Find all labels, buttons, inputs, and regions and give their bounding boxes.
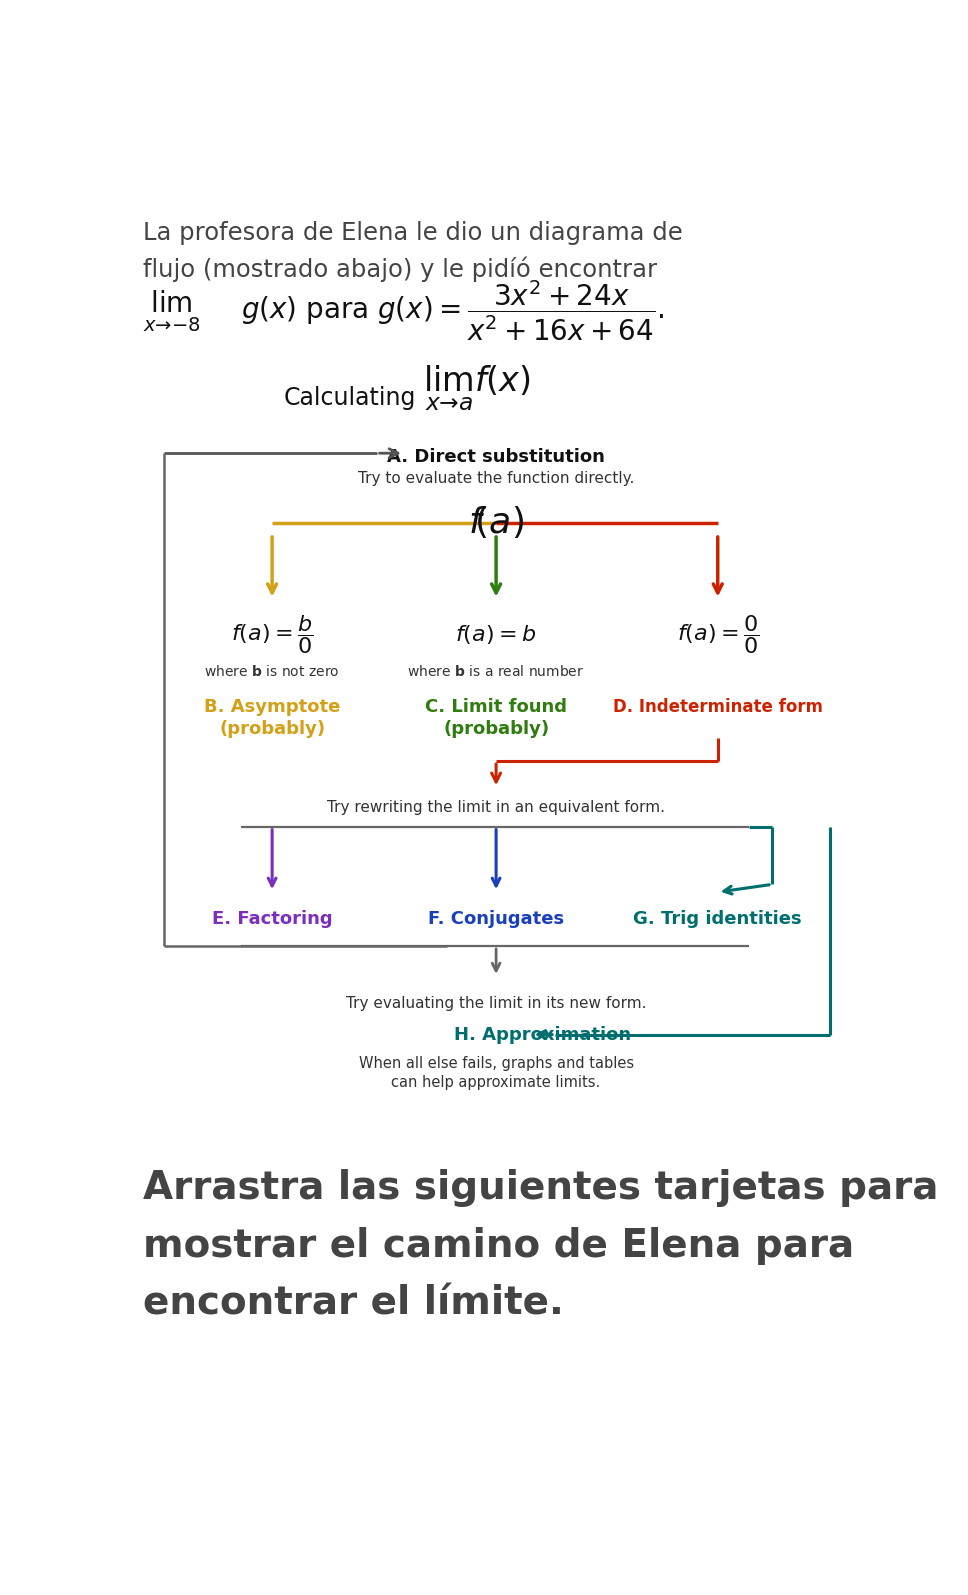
Text: Calculating: Calculating [284,386,416,410]
Text: $f\!\left(a\right)$: $f\!\left(a\right)$ [469,504,524,541]
Text: H. Approximation: H. Approximation [454,1026,631,1043]
Text: F. Conjugates: F. Conjugates [428,911,564,928]
Text: $\lim_{x\to -8}$: $\lim_{x\to -8}$ [142,287,200,333]
Text: where $\mathbf{b}$ is not zero: where $\mathbf{b}$ is not zero [204,664,340,678]
Text: La profesora de Elena le dio un diagrama de: La profesora de Elena le dio un diagrama… [142,220,682,244]
Text: G. Trig identities: G. Trig identities [633,911,802,928]
Text: When all else fails, graphs and tables: When all else fails, graphs and tables [358,1056,634,1072]
Text: encontrar el límite.: encontrar el límite. [142,1286,563,1322]
Text: A. Direct substitution: A. Direct substitution [387,448,605,466]
Text: $f(a) = \dfrac{b}{0}$: $f(a) = \dfrac{b}{0}$ [231,612,314,656]
Text: mostrar el camino de Elena para: mostrar el camino de Elena para [142,1227,854,1265]
Text: E. Factoring: E. Factoring [212,911,332,928]
Text: $\lim_{x\to a} f(x)$: $\lim_{x\to a} f(x)$ [423,364,531,413]
Text: where $\mathbf{b}$ is a real number: where $\mathbf{b}$ is a real number [408,664,585,678]
Text: $g(x)$ para $g(x) = \dfrac{3x^2+24x}{x^2+16x+64}.$: $g(x)$ para $g(x) = \dfrac{3x^2+24x}{x^2… [241,279,665,343]
Text: Arrastra las siguientes tarjetas para: Arrastra las siguientes tarjetas para [142,1169,938,1207]
Text: Try to evaluate the function directly.: Try to evaluate the function directly. [358,471,634,486]
Text: (probably): (probably) [219,719,325,738]
Text: $f(a) = b$: $f(a) = b$ [456,622,536,646]
Text: flujo (mostrado abajo) y le pidíó encontrar: flujo (mostrado abajo) y le pidíó encont… [142,257,657,282]
Text: C. Limit found: C. Limit found [425,699,567,716]
Text: B. Asymptote: B. Asymptote [204,699,341,716]
Text: Try evaluating the limit in its new form.: Try evaluating the limit in its new form… [346,997,647,1011]
Text: (probably): (probably) [443,719,549,738]
Text: $f(a) = \dfrac{0}{0}$: $f(a) = \dfrac{0}{0}$ [677,612,759,656]
Text: can help approximate limits.: can help approximate limits. [391,1075,601,1089]
Text: D. Indeterminate form: D. Indeterminate form [613,699,823,716]
Text: Try rewriting the limit in an equivalent form.: Try rewriting the limit in an equivalent… [327,801,665,815]
